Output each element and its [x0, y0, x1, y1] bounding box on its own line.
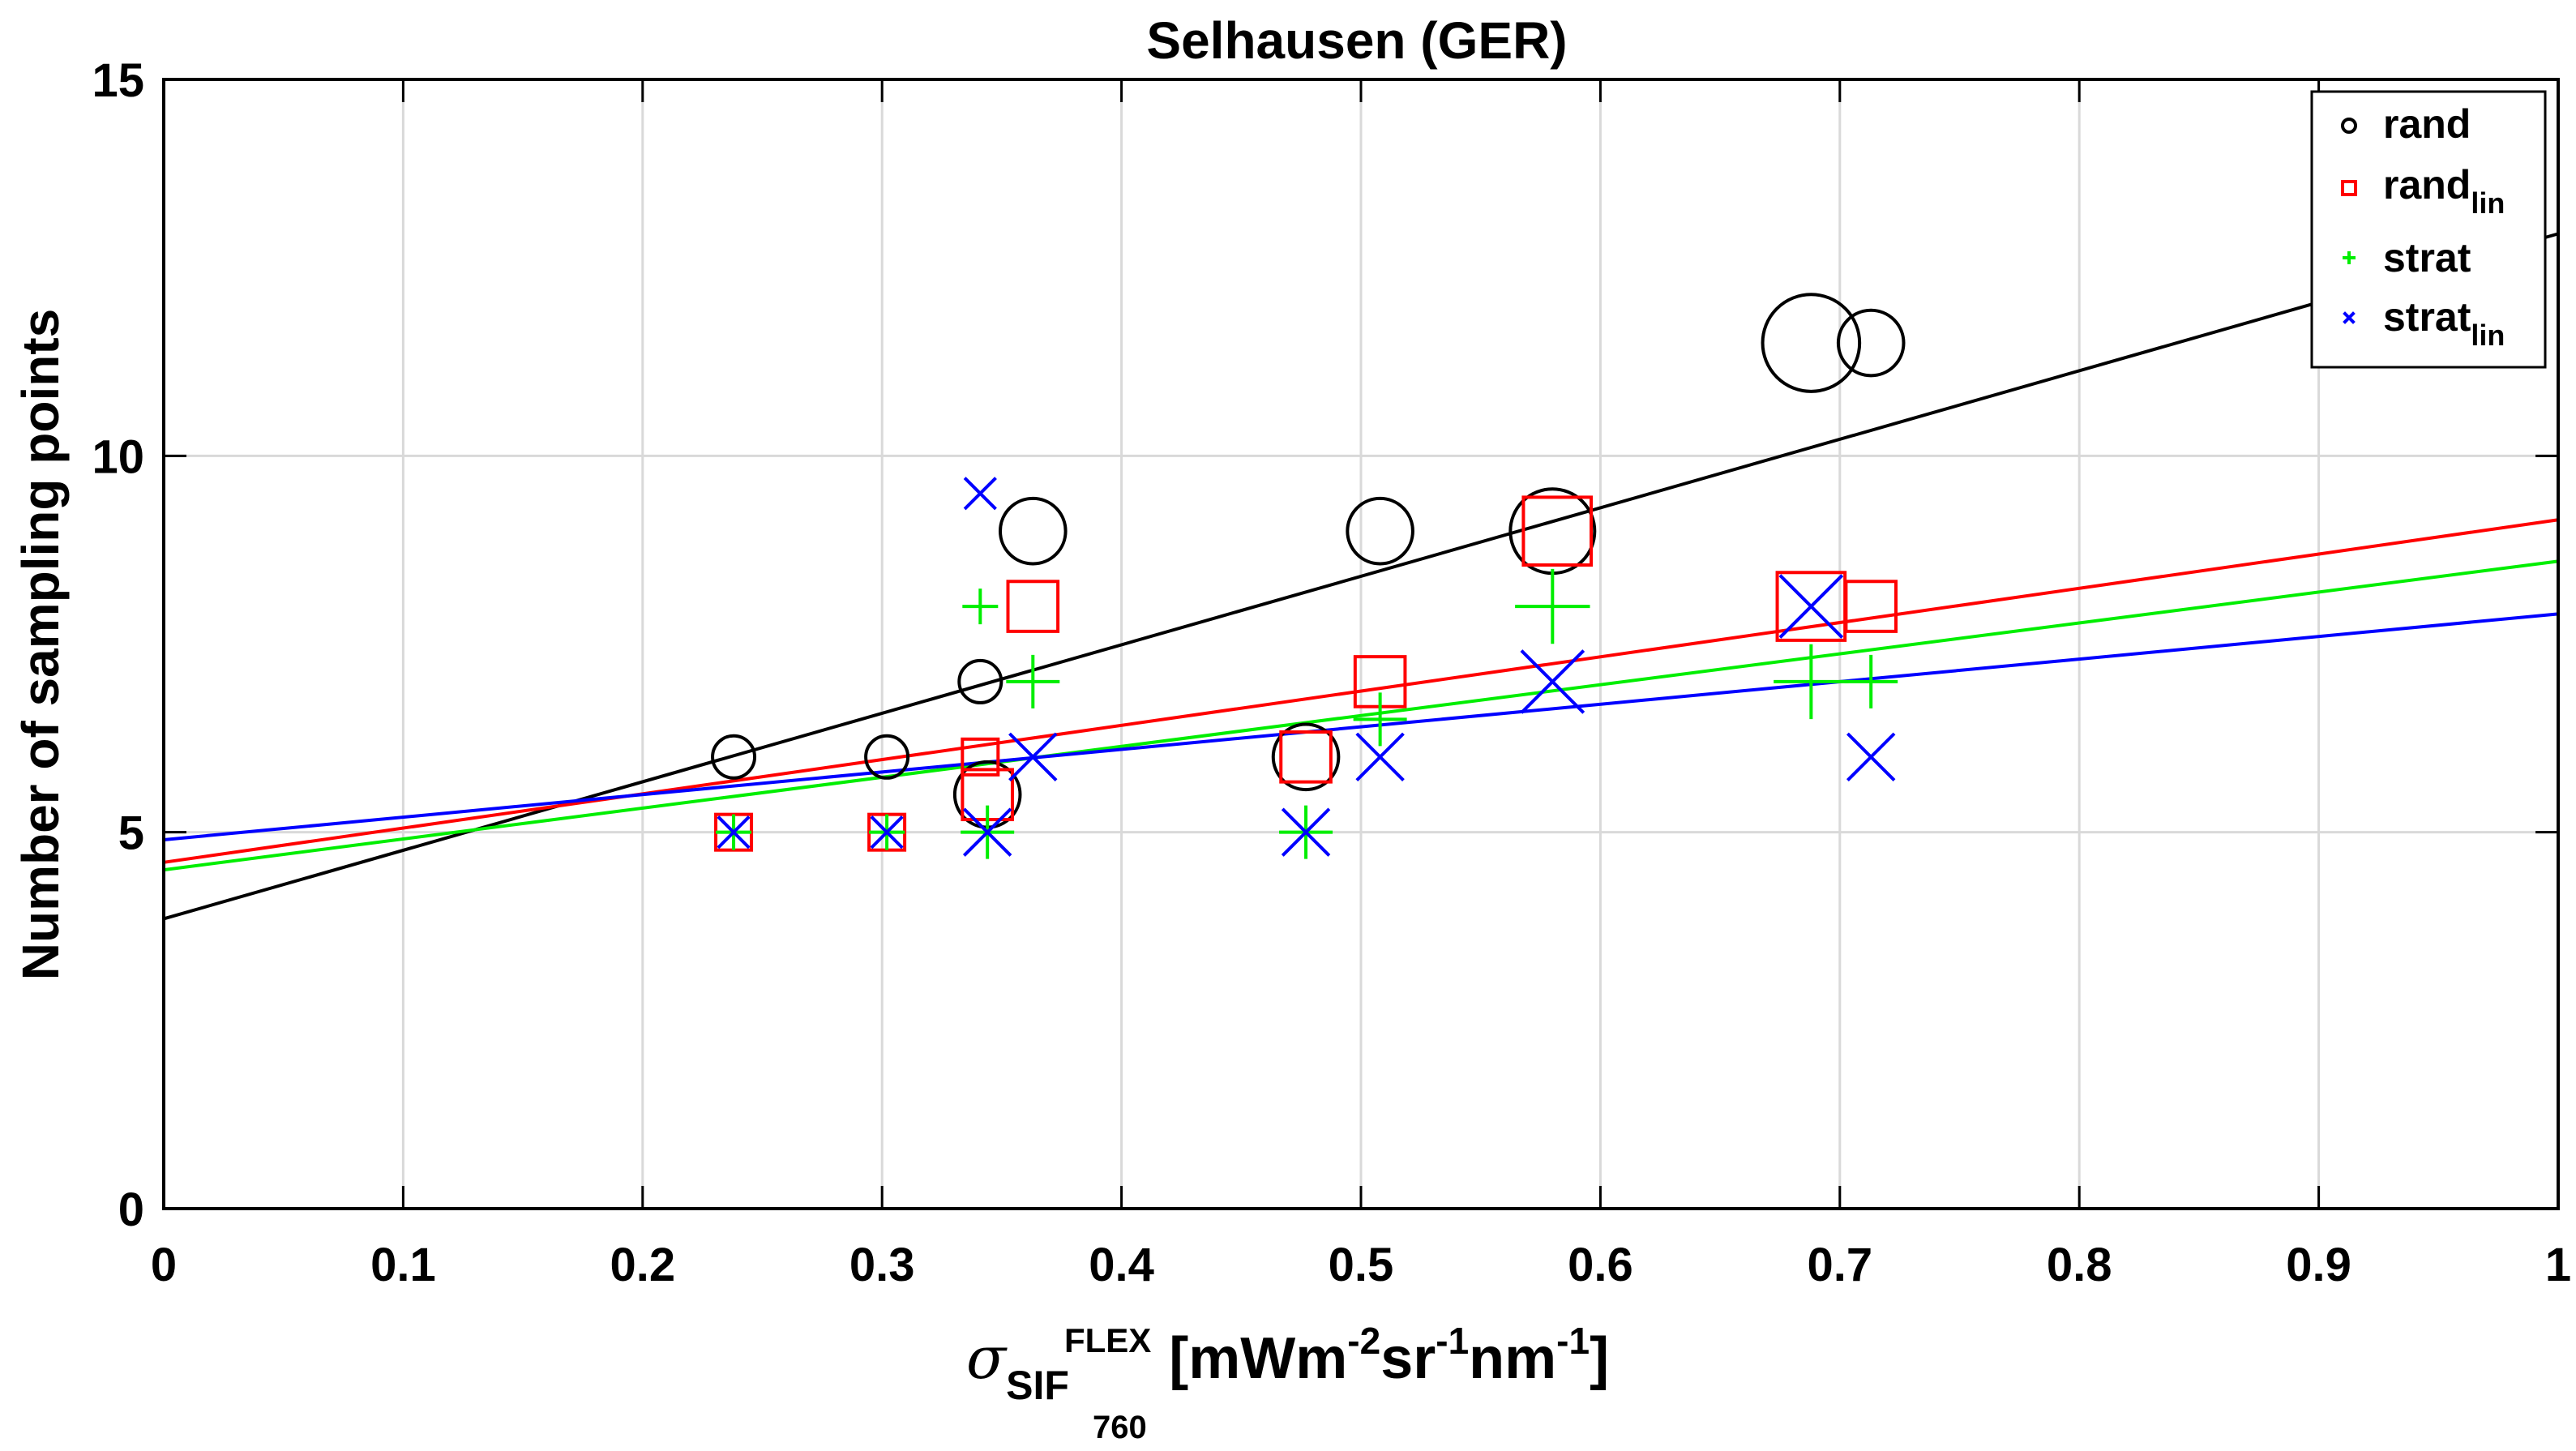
x-tick-label: 0.3 — [849, 1239, 915, 1291]
x-tick-label: 0.9 — [2286, 1239, 2351, 1291]
x-tick-label: 0 — [151, 1239, 177, 1291]
marker-strat_lin — [965, 478, 995, 509]
x-tick-label: 0.1 — [370, 1239, 436, 1291]
marker-rand — [1763, 294, 1860, 392]
x-tick-label: 0.8 — [2047, 1239, 2112, 1291]
marker-rand_lin — [1846, 581, 1896, 631]
marker-rand — [1273, 725, 1339, 790]
legend-strat-lin-main: strat — [2383, 294, 2471, 340]
x-label-sup: FLEX — [1064, 1321, 1151, 1359]
marker-strat — [1515, 569, 1590, 644]
x-label-sigma: σ — [966, 1324, 1008, 1392]
x-label-unit-2: sr — [1380, 1326, 1436, 1391]
marker-rand_lin — [1523, 497, 1591, 565]
x-tick-label: 1 — [2545, 1239, 2571, 1291]
legend-strat-main: strat — [2383, 235, 2471, 280]
marker-strat_lin — [1521, 651, 1584, 713]
x-tick-label: 0.5 — [1329, 1239, 1394, 1291]
legend-label-strat: strat — [2383, 235, 2471, 280]
legend-rand-lin-sub: lin — [2471, 186, 2505, 220]
x-tick-label: 0.4 — [1089, 1239, 1154, 1291]
x-tick-label: 0.6 — [1568, 1239, 1633, 1291]
x-axis-label: σSIFFLEX [mWm-2sr-1nm-1] — [966, 1320, 1609, 1408]
x-tick-label: 0.7 — [1807, 1239, 1872, 1291]
chart: Selhausen (GER) 0 0.1 0.2 0.3 0.4 0.5 0.6 0.7 0.… — [0, 0, 2576, 1451]
legend: rand randlin strat stratlin — [2312, 92, 2545, 367]
x-label-exp-3: -1 — [1556, 1320, 1590, 1362]
legend-strat-lin-sub: lin — [2471, 319, 2505, 352]
x-label-unit-4: ] — [1590, 1326, 1609, 1391]
data-markers — [712, 294, 1903, 858]
marker-rand — [1347, 499, 1413, 564]
marker-strat — [1844, 655, 1898, 708]
chart-title: Selhausen (GER) — [1146, 11, 1567, 70]
marker-strat — [962, 589, 998, 624]
y-tick-label: 15 — [92, 54, 144, 107]
legend-label-rand: rand — [2383, 101, 2471, 147]
x-label-sub: SIF — [1006, 1363, 1069, 1408]
marker-rand — [1000, 499, 1066, 564]
x-label-sub-2: 760 — [1093, 1410, 1147, 1445]
y-axis-label: Number of sampling points — [11, 309, 70, 980]
x-tick-label: 0.2 — [610, 1239, 675, 1291]
marker-rand_lin — [1281, 732, 1331, 782]
x-label-unit-3: nm — [1469, 1326, 1556, 1391]
marker-strat_lin — [1847, 734, 1894, 781]
x-label-exp-2: -1 — [1436, 1320, 1469, 1362]
legend-rand-lin-main: rand — [2383, 162, 2471, 208]
y-tick-label: 5 — [118, 807, 144, 860]
grid-lines — [164, 79, 2558, 1209]
x-label-exp-1: -2 — [1347, 1320, 1380, 1362]
legend-rand-main: rand — [2383, 101, 2471, 147]
marker-rand_lin — [1008, 581, 1059, 631]
y-tick-label: 0 — [118, 1183, 144, 1236]
x-label-unit-1: [mWm — [1169, 1326, 1347, 1391]
y-tick-label: 10 — [92, 430, 144, 483]
marker-rand — [1838, 310, 1904, 376]
marker-strat — [1006, 655, 1059, 708]
